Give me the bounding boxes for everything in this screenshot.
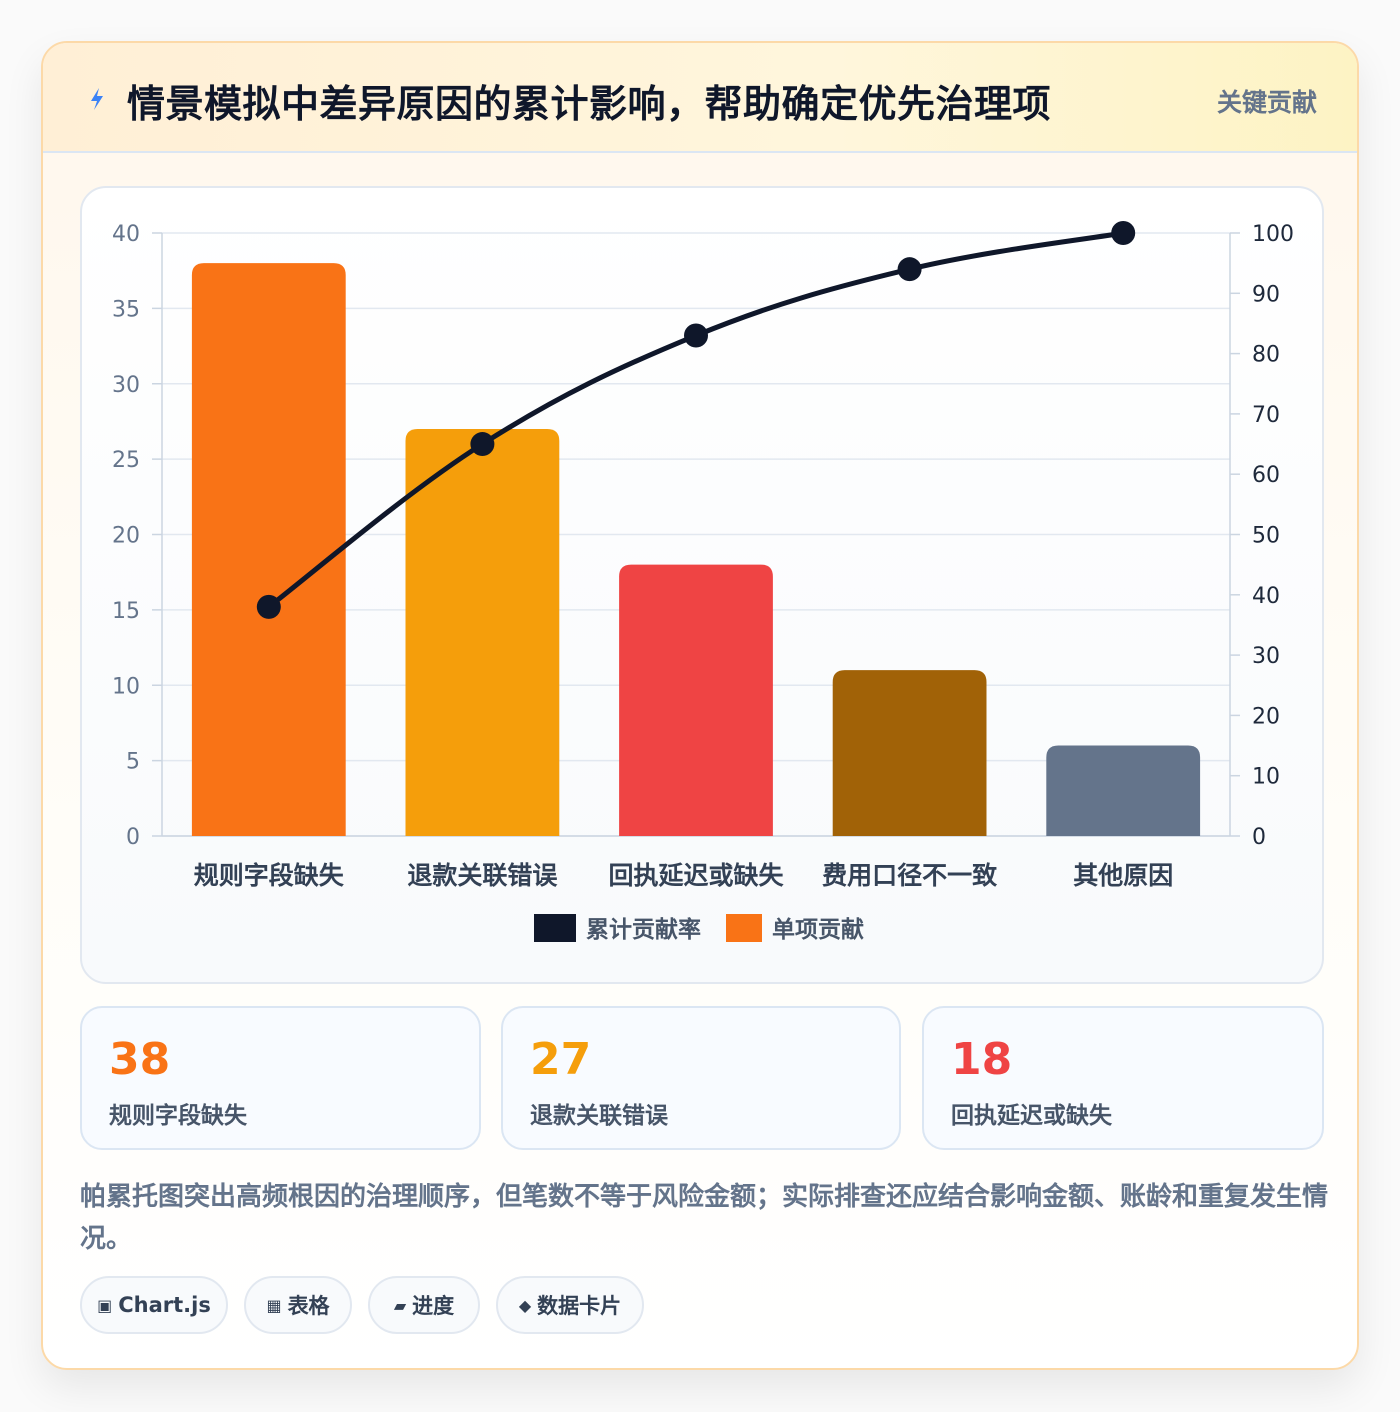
chip-progress[interactable]: ▰ 进度 [368, 1276, 480, 1334]
y-right-tick-label: 100 [1252, 222, 1294, 247]
bar [191, 263, 346, 836]
chip-icon: ◆ [518, 1295, 532, 1315]
chart-note: 帕累托图突出高频根因的治理顺序，但笔数不等于风险金额；实际排查还应结合影响金额、… [80, 1182, 1329, 1254]
stat-label: 退款关联错误 [530, 1103, 668, 1129]
legend-swatch [726, 914, 762, 942]
y-left-tick-label: 35 [112, 297, 140, 322]
stat-card: 27 退款关联错误 [501, 1006, 901, 1150]
stat-card: 38 规则字段缺失 [80, 1006, 481, 1150]
y-right-tick-label: 60 [1252, 463, 1280, 488]
cumulative-point [684, 323, 708, 348]
y-left-tick-label: 5 [126, 750, 140, 775]
header-tag: 关键贡献 [1216, 88, 1317, 117]
chip-chartjs[interactable]: ▣ Chart.js [80, 1276, 228, 1334]
chip-data-cards[interactable]: ◆ 数据卡片 [496, 1276, 644, 1334]
x-tick-label: 规则字段缺失 [194, 861, 345, 890]
lightning-icon [91, 88, 103, 110]
y-right-tick-label: 80 [1252, 343, 1280, 368]
y-left-tick-label: 15 [112, 599, 140, 624]
y-right-tick-label: 20 [1252, 704, 1280, 729]
chip-icon: ▦ [266, 1295, 282, 1315]
page-title: 情景模拟中差异原因的累计影响，帮助确定优先治理项 [127, 82, 1052, 126]
y-right-tick-label: 10 [1252, 765, 1280, 790]
chart-container: 0 5 10 15 20 25 30 35 40 0 10 20 30 40 50 60 70 80 90 100 规则… [80, 186, 1324, 984]
bar [619, 564, 773, 836]
chip-label: 表格 [287, 1294, 330, 1318]
y-left-tick-label: 0 [126, 825, 140, 850]
pareto-chart: 0 5 10 15 20 25 30 35 40 0 10 20 30 40 50 60 70 80 90 100 规则… [112, 221, 1294, 943]
y-right-tick-label: 30 [1252, 644, 1280, 669]
chip-label: 进度 [412, 1294, 455, 1318]
x-tick-label: 费用口径不一致 [822, 861, 998, 890]
chip-table[interactable]: ▦ 表格 [244, 1276, 352, 1334]
y-right-tick-label: 70 [1252, 403, 1280, 428]
y-right-tick-label: 40 [1252, 584, 1280, 609]
stat-label: 回执延迟或缺失 [951, 1103, 1112, 1129]
chip-icon: ▰ [393, 1295, 407, 1315]
cumulative-point [1111, 221, 1136, 245]
y-left-tick-label: 40 [112, 222, 140, 247]
bar [832, 670, 987, 836]
x-tick-label: 回执延迟或缺失 [608, 861, 784, 890]
x-tick-label: 其他原因 [1073, 861, 1173, 890]
stat-value: 38 [109, 1034, 171, 1085]
report-card: 情景模拟中差异原因的累计影响，帮助确定优先治理项 关键贡献 0 5 10 15 20 25… [41, 41, 1359, 1370]
y-left-tick-label: 30 [112, 373, 140, 398]
bar [405, 428, 560, 836]
y-left-tick-label: 20 [112, 524, 140, 549]
y-right-tick-label: 90 [1252, 282, 1280, 307]
cumulative-line [266, 230, 1126, 610]
stat-cards: 38 规则字段缺失 27 退款关联错误 18 回执延迟或缺失 [80, 1006, 1324, 1150]
card-header: 情景模拟中差异原因的累计影响，帮助确定优先治理项 关键贡献 [43, 43, 1357, 153]
chip-icon: ▣ [97, 1295, 113, 1315]
bar [1046, 745, 1201, 836]
legend-swatch [534, 914, 576, 942]
stat-value: 27 [530, 1034, 592, 1085]
x-tick-label: 退款关联错误 [407, 861, 558, 890]
y-left-tick-label: 25 [112, 448, 140, 473]
stat-label: 规则字段缺失 [109, 1103, 247, 1129]
chip-label: 数据卡片 [537, 1294, 622, 1318]
cumulative-point [470, 432, 495, 457]
y-right-tick-label: 50 [1252, 524, 1280, 549]
legend-label: 单项贡献 [772, 917, 864, 943]
stat-card: 18 回执延迟或缺失 [922, 1006, 1324, 1150]
chip-label: Chart.js [118, 1293, 211, 1317]
y-right-tick-label: 0 [1252, 825, 1266, 850]
y-left-tick-label: 10 [112, 674, 140, 699]
cumulative-point [897, 257, 922, 282]
stat-value: 18 [951, 1034, 1013, 1085]
cumulative-point [256, 594, 281, 619]
legend-label: 累计贡献率 [586, 916, 701, 943]
